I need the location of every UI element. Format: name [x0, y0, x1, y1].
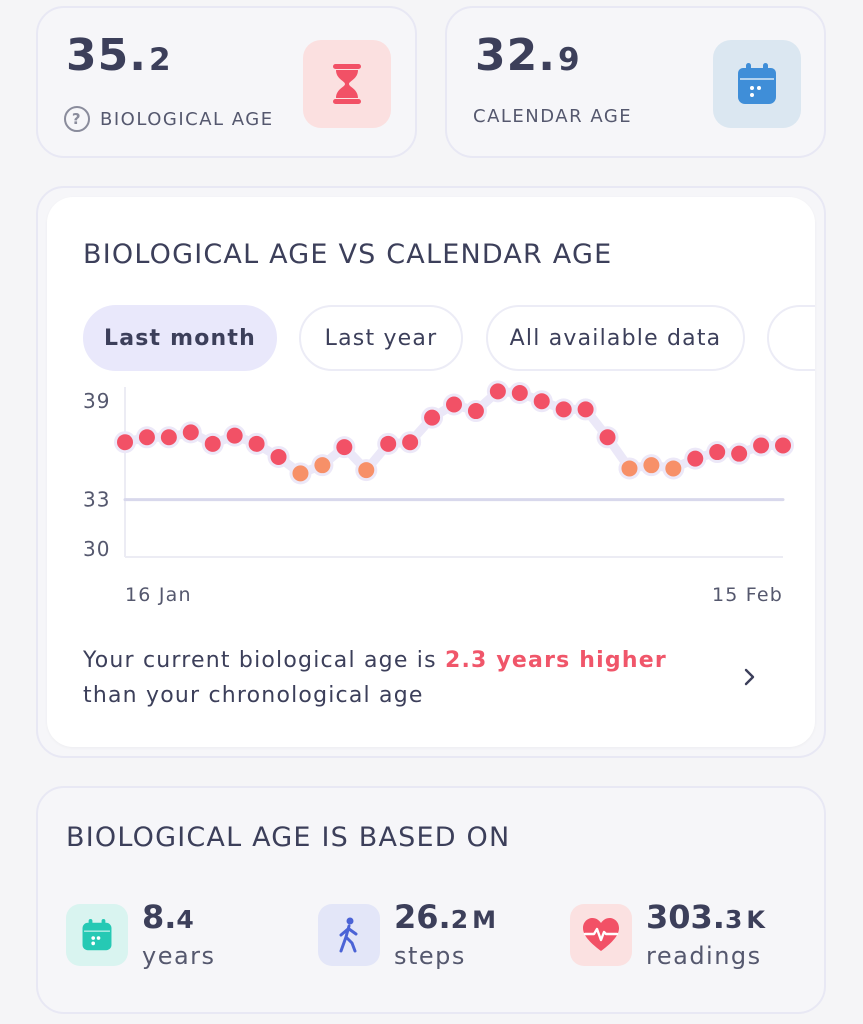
data-point [511, 385, 528, 401]
data-point [709, 444, 726, 461]
readings-value: 303.3 K [646, 898, 765, 936]
age-chart: 39 33 30 16 Jan 15 Feb [83, 380, 794, 606]
x-tick-label: 15 Feb [712, 584, 783, 606]
data-point [775, 437, 791, 454]
calendar-icon [82, 919, 112, 951]
chart-title: BIOLOGICAL AGE VS CALENDAR AGE [83, 239, 613, 270]
age-comparison-card: BIOLOGICAL AGE VS CALENDAR AGE Last mont… [36, 186, 826, 758]
data-point [446, 396, 462, 413]
data-point [467, 403, 484, 420]
hourglass-icon [333, 64, 361, 104]
question-circle-icon[interactable]: ? [64, 106, 90, 132]
data-point [336, 439, 353, 456]
x-tick-label: 16 Jan [125, 584, 192, 606]
based-on-title: BIOLOGICAL AGE IS BASED ON [66, 822, 511, 853]
insight-suffix: than your chronological age [83, 683, 424, 708]
data-point [160, 429, 177, 446]
heart-pulse-icon [583, 918, 619, 951]
y-tick-label: 33 [83, 488, 110, 512]
data-point [643, 457, 660, 474]
steps-tile [318, 904, 380, 966]
calendar-age-value: 32.9 [475, 30, 581, 81]
based-on-card: BIOLOGICAL AGE IS BASED ON 8.4 years 26.… [36, 786, 826, 1014]
time-range-tabs: Last month Last year All available data [83, 305, 815, 373]
insight-prefix: Your current biological age is [83, 648, 445, 673]
calendar-age-card[interactable]: 32.9 CALENDAR AGE [445, 6, 826, 158]
data-point [380, 435, 397, 452]
data-point [621, 460, 638, 477]
biological-age-label: BIOLOGICAL AGE [100, 108, 274, 130]
steps-value: 26.2 M [394, 898, 496, 936]
readings-tile [570, 904, 632, 966]
steps-label: steps [394, 942, 466, 970]
data-point [314, 457, 331, 474]
data-point [599, 429, 616, 446]
data-point [533, 393, 550, 410]
walking-person-icon [339, 917, 358, 953]
data-point [138, 429, 155, 446]
tab-last-month[interactable]: Last month [83, 305, 277, 371]
data-point [226, 427, 243, 444]
data-point [204, 435, 221, 452]
data-point [665, 460, 682, 477]
tab-all-available-data[interactable]: All available data [486, 305, 745, 371]
data-point [753, 437, 770, 454]
insight-highlight: 2.3 years higher [444, 648, 667, 673]
readings-label: readings [646, 942, 762, 970]
calendar-tile [713, 40, 801, 128]
biological-age-value: 35.2 [66, 30, 172, 81]
calendar-icon [738, 63, 776, 104]
years-tile [66, 904, 128, 966]
hourglass-tile [303, 40, 391, 128]
data-point [731, 445, 748, 462]
years-label: years [142, 942, 216, 970]
data-point [358, 462, 375, 479]
data-point [292, 465, 309, 482]
age-comparison-panel: BIOLOGICAL AGE VS CALENDAR AGE Last mont… [47, 197, 815, 747]
years-value: 8.4 [142, 898, 194, 936]
data-point [489, 383, 506, 400]
data-point [555, 401, 572, 418]
tab-last-year[interactable]: Last year [299, 305, 463, 371]
y-tick-label: 30 [83, 537, 110, 561]
calendar-age-label: CALENDAR AGE [473, 106, 633, 127]
data-point [270, 448, 287, 465]
data-point [182, 424, 199, 441]
data-point [687, 450, 704, 467]
tab-more[interactable] [767, 305, 815, 371]
data-point [117, 434, 133, 451]
insight-text: Your current biological age is 2.3 years… [83, 643, 703, 713]
data-point [402, 434, 419, 451]
biological-age-card[interactable]: 35.2 ? BIOLOGICAL AGE [36, 6, 417, 158]
data-point [424, 409, 441, 426]
chevron-right-icon[interactable] [737, 665, 761, 689]
data-point [248, 435, 265, 452]
data-point [577, 401, 594, 418]
y-tick-label: 39 [83, 389, 110, 413]
